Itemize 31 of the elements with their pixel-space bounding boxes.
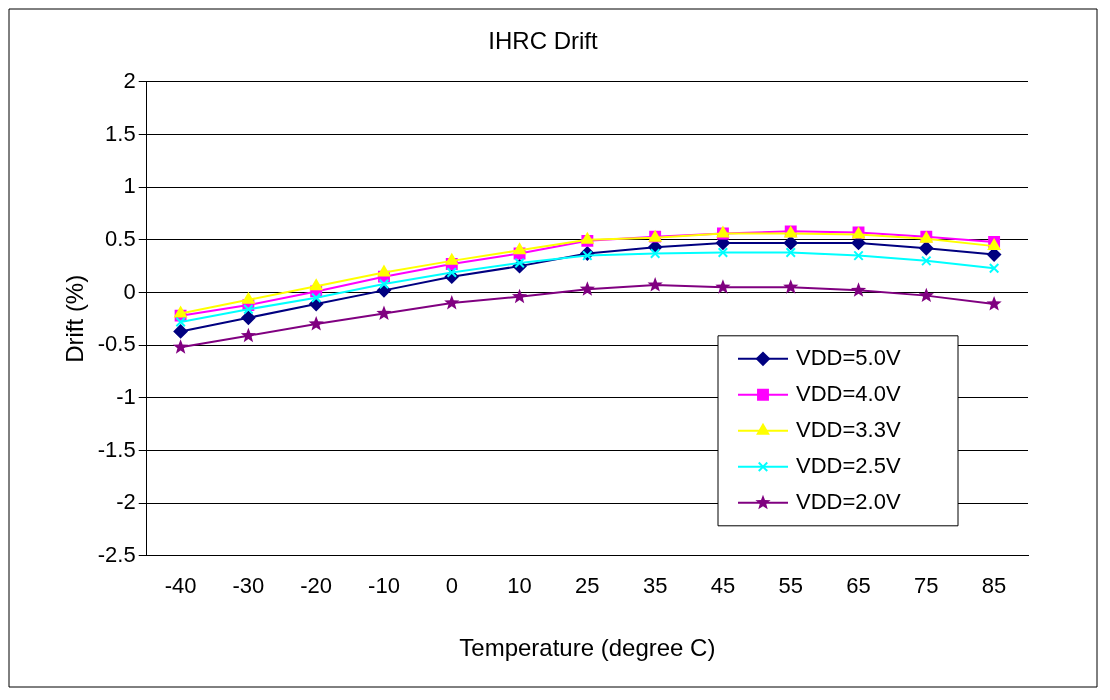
legend-label: VDD=2.5V (796, 452, 901, 478)
x-tick-label: 55 (778, 573, 803, 599)
x-tick-label: -30 (232, 573, 265, 599)
x-tick-label: 25 (575, 573, 600, 599)
x-tick-label: 10 (507, 573, 532, 599)
x-tick-label: 45 (710, 573, 736, 599)
y-tick-label: -0.5 (97, 331, 136, 357)
y-tick-label: -2 (116, 489, 136, 515)
x-tick-label: 35 (642, 573, 668, 599)
x-tick-label: 85 (981, 573, 1007, 599)
y-tick-label: -1.5 (97, 436, 136, 462)
x-tick-label: 0 (445, 573, 458, 599)
x-tick-label: -40 (164, 573, 197, 599)
y-tick-label: 0.5 (105, 225, 136, 251)
y-axis-title: Drift (%) (61, 274, 89, 363)
y-tick-label: -1 (116, 383, 136, 409)
legend-label: VDD=4.0V (796, 380, 901, 406)
x-axis-title: Temperature (degree C) (459, 634, 716, 662)
x-tick-label: 65 (846, 573, 871, 599)
y-tick-label: 2 (123, 67, 136, 93)
chart-title: IHRC Drift (488, 27, 598, 55)
legend-label: VDD=5.0V (796, 344, 901, 370)
y-tick-label: 0 (123, 278, 136, 304)
legend-label: VDD=2.0V (796, 488, 901, 514)
x-tick-label: -20 (300, 573, 333, 599)
x-tick-label: -10 (368, 573, 400, 599)
x-tick-label: 75 (914, 573, 939, 599)
y-tick-label: -2.5 (97, 541, 136, 567)
y-tick-label: 1 (123, 173, 136, 199)
y-tick-label: 1.5 (105, 120, 136, 146)
legend-label: VDD=3.3V (796, 416, 901, 442)
